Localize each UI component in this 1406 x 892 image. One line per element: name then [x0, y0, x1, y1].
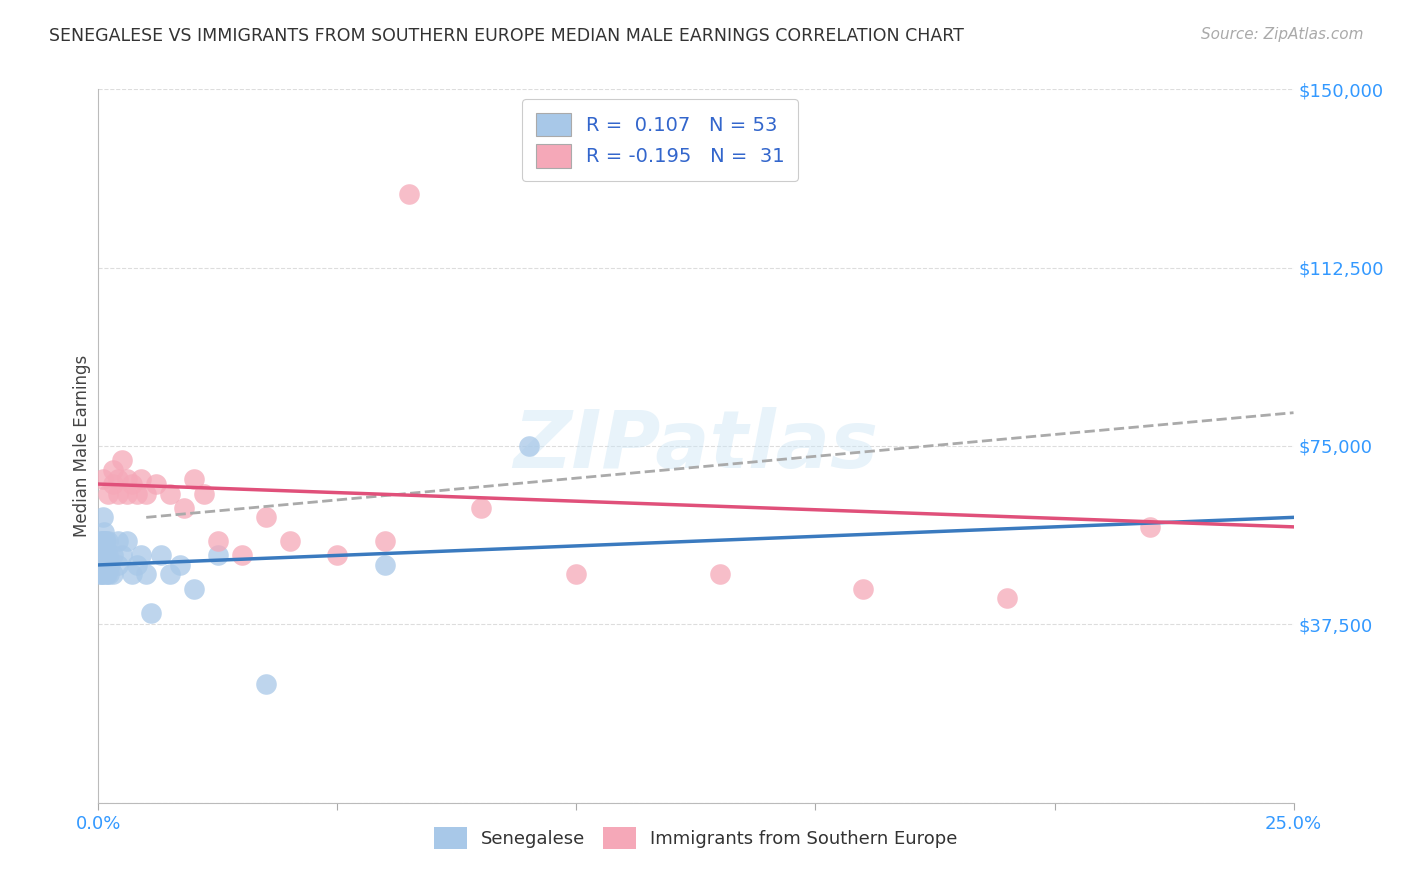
Point	[207, 549, 229, 563]
Point	[94, 534, 117, 549]
Point	[115, 486, 138, 500]
Text: Source: ZipAtlas.com: Source: ZipAtlas.com	[1201, 27, 1364, 42]
Point	[90, 534, 112, 549]
Point	[254, 677, 277, 691]
Point	[93, 534, 115, 549]
Point	[107, 534, 129, 549]
Point	[517, 439, 540, 453]
Point	[90, 567, 112, 582]
Point	[94, 549, 117, 563]
Point	[101, 567, 124, 582]
Point	[169, 558, 191, 572]
Point	[207, 534, 229, 549]
Point	[89, 549, 111, 563]
Point	[145, 477, 167, 491]
Y-axis label: Median Male Earnings: Median Male Earnings	[73, 355, 91, 537]
Text: SENEGALESE VS IMMIGRANTS FROM SOUTHERN EUROPE MEDIAN MALE EARNINGS CORRELATION C: SENEGALESE VS IMMIGRANTS FROM SOUTHERN E…	[49, 27, 965, 45]
Point	[231, 549, 253, 563]
Point	[90, 558, 112, 572]
Point	[91, 567, 114, 582]
Point	[131, 549, 153, 563]
Point	[149, 549, 172, 563]
Point	[91, 534, 114, 549]
Point	[470, 500, 492, 515]
Point	[121, 477, 143, 491]
Point	[97, 486, 120, 500]
Point	[91, 543, 114, 558]
Point	[398, 186, 420, 201]
Point	[101, 477, 124, 491]
Point	[111, 549, 134, 563]
Point	[89, 534, 111, 549]
Point	[91, 549, 114, 563]
Point	[131, 472, 153, 486]
Point	[97, 567, 120, 582]
Point	[115, 472, 138, 486]
Point	[89, 558, 111, 572]
Point	[96, 558, 118, 572]
Legend: Senegalese, Immigrants from Southern Europe: Senegalese, Immigrants from Southern Eur…	[425, 818, 967, 858]
Point	[139, 606, 162, 620]
Point	[278, 534, 301, 549]
Point	[125, 486, 148, 500]
Point	[93, 558, 115, 572]
Point	[101, 463, 124, 477]
Point	[111, 453, 134, 467]
Point	[183, 472, 205, 486]
Point	[97, 558, 120, 572]
Point	[159, 567, 181, 582]
Point	[135, 567, 157, 582]
Point	[89, 543, 111, 558]
Point	[374, 534, 396, 549]
Point	[94, 558, 117, 572]
Point	[91, 558, 114, 572]
Point	[193, 486, 215, 500]
Point	[91, 549, 114, 563]
Point	[94, 567, 117, 582]
Point	[97, 549, 120, 563]
Point	[374, 558, 396, 572]
Point	[326, 549, 349, 563]
Point	[107, 472, 129, 486]
Point	[94, 549, 117, 563]
Point	[852, 582, 875, 596]
Point	[93, 543, 115, 558]
Point	[97, 534, 120, 549]
Point	[125, 558, 148, 572]
Point	[254, 510, 277, 524]
Point	[995, 591, 1018, 606]
Point	[135, 486, 157, 500]
Point	[159, 486, 181, 500]
Point	[96, 567, 118, 582]
Point	[90, 558, 112, 572]
Point	[90, 567, 112, 582]
Text: ZIPatlas: ZIPatlas	[513, 407, 879, 485]
Point	[115, 534, 138, 549]
Point	[90, 549, 112, 563]
Point	[98, 558, 122, 572]
Point	[91, 558, 114, 572]
Point	[1139, 520, 1161, 534]
Point	[91, 510, 114, 524]
Point	[565, 567, 588, 582]
Point	[173, 500, 195, 515]
Point	[101, 549, 124, 563]
Point	[107, 558, 129, 572]
Point	[709, 567, 731, 582]
Point	[107, 486, 129, 500]
Point	[183, 582, 205, 596]
Point	[121, 567, 143, 582]
Point	[91, 472, 114, 486]
Point	[93, 524, 115, 539]
